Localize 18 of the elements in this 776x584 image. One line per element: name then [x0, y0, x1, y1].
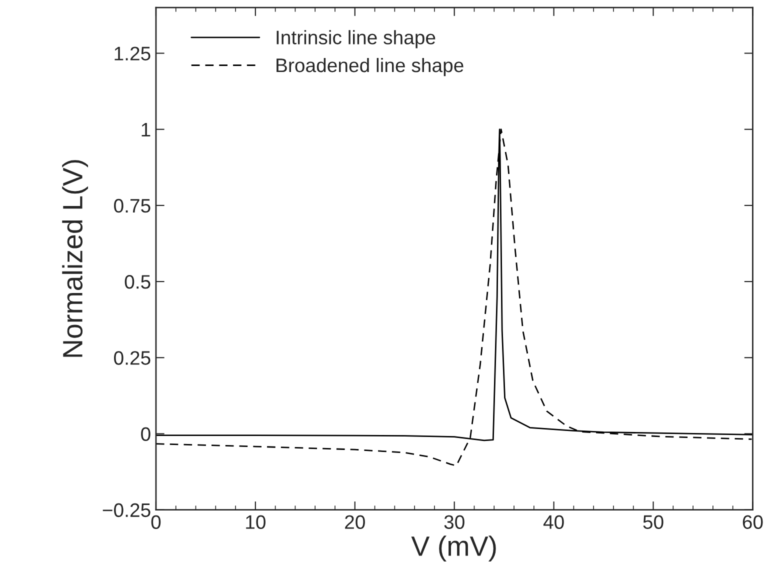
y-tick-label: 1 [142, 123, 150, 136]
x-axis-title: V (mV) [411, 536, 496, 562]
y-tick-label: 0.75 [114, 198, 150, 213]
y-tick-label: 0.25 [114, 351, 150, 365]
y-tick-label: 0 [141, 427, 150, 441]
y-axis-title: Normalized L(V) [62, 160, 88, 357]
x-tick-label: 60 [742, 515, 763, 529]
x-tick-label: 40 [543, 515, 564, 529]
y-tick-label: 0.5 [124, 275, 150, 289]
legend-label: Intrinsic line shape [276, 30, 436, 48]
legend-label: Broadened line shape [276, 58, 464, 76]
x-tick-label: 30 [444, 515, 464, 529]
y-tick-label: 1.25 [114, 46, 150, 60]
y-tick-label: −0.25 [102, 503, 150, 518]
x-tick-label: 20 [345, 515, 365, 529]
x-tick-label: 10 [246, 515, 266, 529]
x-tick-label: 0 [151, 515, 161, 529]
x-tick-label: 50 [643, 515, 664, 529]
